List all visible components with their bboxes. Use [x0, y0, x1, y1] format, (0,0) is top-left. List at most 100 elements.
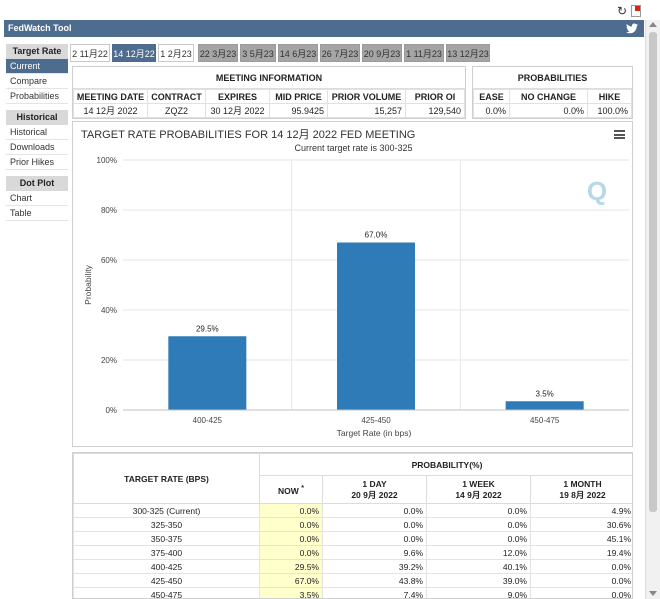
col-header-mid-price: MID PRICE [269, 89, 328, 104]
now-probability-cell: 0.0% [259, 517, 323, 532]
col-1-week-date: 14 9月 2022 [455, 489, 502, 500]
bar-450-475 [505, 401, 584, 410]
hike-value: 100.0% [587, 103, 632, 118]
meeting-date-value: 14 12月 2022 [73, 103, 148, 118]
vertical-scrollbar[interactable] [645, 20, 660, 599]
sidebar-item-downloads[interactable]: Downloads [6, 140, 68, 155]
table-row: 325-350 0.0% 0.0% 0.0% 30.6% [73, 517, 632, 532]
col-header-1-week: 1 WEEK 14 9月 2022 [426, 475, 531, 504]
col-header-no-change: NO CHANGE [509, 89, 588, 104]
tab-meeting-1[interactable]: 2 11月22 [70, 44, 110, 62]
sidebar-heading-target-rate: Target Rate [6, 44, 68, 59]
sidebar-item-probabilities[interactable]: Probabilities [6, 89, 68, 104]
col-1-month-date: 19 8月 2022 [559, 489, 606, 500]
tab-meeting-9[interactable]: 1 11月23 [404, 44, 444, 62]
no-change-value: 0.0% [509, 103, 588, 118]
scroll-up-arrow-icon[interactable] [649, 22, 657, 27]
now-probability-cell: 3.5% [259, 587, 323, 598]
probability-cell: 9.0% [426, 587, 531, 598]
tab-meeting-4[interactable]: 22 3月23 [198, 44, 238, 62]
table-row: 0.0% 0.0% 100.0% [473, 103, 632, 118]
probabilities-title: PROBABILITIES [473, 67, 632, 89]
now-probability-cell: 67.0% [259, 573, 323, 588]
sidebar-item-compare[interactable]: Compare [6, 74, 68, 89]
probability-cell: 12.0% [426, 545, 531, 560]
probability-cell: 0.0% [529, 573, 632, 588]
table-row: 300-325 (Current) 0.0% 0.0% 0.0% 4.9% [73, 503, 632, 518]
y-tick-label: 60% [101, 256, 117, 265]
probability-cell: 7.4% [322, 587, 427, 598]
col-header-now: NOW * [259, 475, 323, 504]
chart-subtitle: Current target rate is 300-325 [294, 143, 413, 153]
tab-meeting-8[interactable]: 20 9月23 [362, 44, 402, 62]
data-label: 67.0% [365, 231, 388, 240]
y-tick-label: 100% [97, 156, 117, 165]
now-probability-cell: 0.0% [259, 531, 323, 546]
probability-cell: 9.6% [322, 545, 427, 560]
col-header-target-rate: TARGET RATE (BPS) [73, 453, 260, 504]
probability-cell: 0.0% [426, 503, 531, 518]
table-row: 375-400 0.0% 9.6% 12.0% 19.4% [73, 545, 632, 560]
mid-price-value: 95.9425 [269, 103, 328, 118]
col-header-meeting-date: MEETING DATE [73, 89, 148, 104]
target-rate-cell: 425-450 [73, 573, 260, 588]
meeting-information-table: MEETING DATE CONTRACT EXPIRES MID PRICE … [73, 89, 465, 118]
probability-table-body: 300-325 (Current) 0.0% 0.0% 0.0% 4.9% 325-350… [73, 503, 632, 598]
target-rate-cell: 375-400 [73, 545, 260, 560]
probability-cell: 0.0% [426, 517, 531, 532]
hamburger-menu-icon[interactable] [614, 130, 625, 139]
now-probability-cell: 29.5% [259, 559, 323, 574]
refresh-icon[interactable]: ↻ [617, 4, 628, 18]
col-header-expires: EXPIRES [205, 89, 270, 104]
sidebar-item-prior-hikes[interactable]: Prior Hikes [6, 155, 68, 170]
probabilities-summary-table: EASE NO CHANGE HIKE 0.0% 0.0% 100.0% [473, 89, 632, 118]
col-group-header-probability: PROBABILITY(%) [258, 453, 632, 476]
bar-425-450 [337, 242, 415, 410]
tab-meeting-7[interactable]: 26 7月23 [320, 44, 360, 62]
twitter-icon[interactable] [626, 23, 638, 34]
col-1-week-label: 1 WEEK [462, 478, 495, 489]
probability-table: TARGET RATE (BPS) PROBABILITY(%) NOW * 1… [73, 453, 632, 598]
col-1-month-label: 1 MONTH [563, 478, 602, 489]
table-row: 400-425 29.5% 39.2% 40.1% 0.0% [73, 559, 632, 574]
prior-volume-value: 15,257 [327, 103, 406, 118]
bar-400-425 [168, 336, 247, 410]
probability-cell: 0.0% [426, 531, 531, 546]
meeting-information-panel: MEETING INFORMATION MEETING DATE CONTRAC… [72, 66, 466, 119]
table-row: 350-375 0.0% 0.0% 0.0% 45.1% [73, 531, 632, 546]
probability-cell: 39.0% [426, 573, 531, 588]
col-header-contract: CONTRACT [147, 89, 206, 104]
scrollbar-thumb[interactable] [649, 32, 657, 512]
scroll-down-arrow-icon[interactable] [649, 591, 657, 596]
table-row: 425-450 67.0% 43.8% 39.0% 0.0% [73, 573, 632, 588]
x-tick-label: 450-475 [530, 416, 560, 425]
probability-table-panel: TARGET RATE (BPS) PROBABILITY(%) NOW * 1… [72, 452, 633, 599]
probability-cell: 0.0% [322, 503, 427, 518]
tab-meeting-2[interactable]: 14 12月22 [112, 44, 156, 62]
sidebar-item-table[interactable]: Table [6, 206, 68, 221]
probabilities-panel: PROBABILITIES EASE NO CHANGE HIKE 0.0% 0… [472, 66, 633, 119]
tab-meeting-5[interactable]: 3 5月23 [240, 44, 276, 62]
col-1-day-date: 20 9月 2022 [351, 489, 398, 500]
tab-meeting-3[interactable]: 1 2月23 [158, 44, 194, 62]
browser-toolbar: ↻ [0, 0, 660, 20]
probability-cell: 0.0% [322, 517, 427, 532]
ease-value: 0.0% [473, 103, 510, 118]
sidebar-item-historical[interactable]: Historical [6, 125, 68, 140]
chart-title: TARGET RATE PROBABILITIES FOR 14 12月 202… [81, 129, 416, 141]
tab-meeting-10[interactable]: 13 12月23 [446, 44, 490, 62]
tab-meeting-6[interactable]: 14 6月23 [278, 44, 318, 62]
probability-cell: 0.0% [529, 587, 632, 598]
target-rate-cell: 300-325 (Current) [73, 503, 260, 518]
now-probability-cell: 0.0% [259, 545, 323, 560]
pdf-icon[interactable] [631, 5, 641, 17]
target-rate-cell: 450-475 [73, 587, 260, 598]
app-title: FedWatch Tool [8, 23, 72, 33]
y-tick-label: 40% [101, 306, 117, 315]
sidebar-item-chart[interactable]: Chart [6, 191, 68, 206]
watermark-logo: Q [587, 176, 607, 206]
sidebar-heading-historical: Historical [6, 110, 68, 125]
sidebar-item-current[interactable]: Current [6, 59, 68, 74]
probability-cell: 4.9% [529, 503, 632, 518]
